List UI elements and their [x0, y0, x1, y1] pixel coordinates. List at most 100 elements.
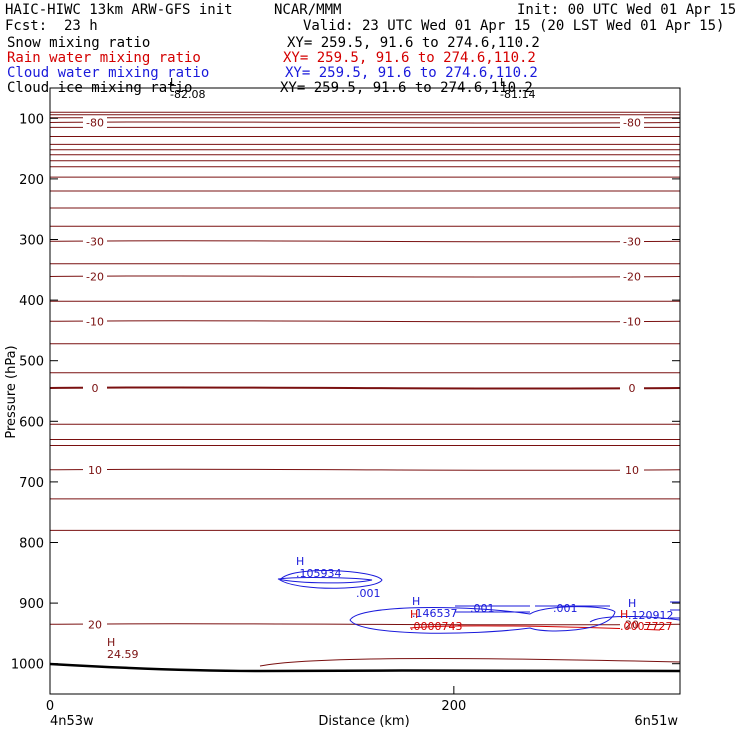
cloud-water-contour-label: .001: [356, 587, 381, 600]
label-bg: [83, 235, 107, 248]
isotherm-10-line: [49, 468, 681, 471]
isotherm-line-21: [49, 498, 681, 500]
y-tick-label: 1000: [11, 658, 44, 673]
isotherm-20-line: [49, 623, 681, 626]
isotherm-label-10: 10: [625, 464, 639, 477]
extremum-value: 24.59: [107, 648, 139, 661]
label-bg: [620, 116, 644, 129]
isotherm-line-11: [49, 190, 681, 192]
y-tick-label: 200: [19, 173, 44, 188]
isotherm-0-line: [49, 386, 681, 390]
x-axis-label: Distance (km): [318, 714, 409, 729]
isotherm-line-1: [49, 113, 681, 116]
isotherm-label--20: -20: [623, 270, 641, 283]
isotherm-label--80: -80: [86, 117, 104, 130]
isotherm-label--20: -20: [86, 270, 104, 283]
legend-snow-name: Snow mixing ratio: [7, 35, 151, 51]
isotherm--80-line: [49, 121, 681, 124]
legend-snow-xy: XY= 259.5, 91.6 to 274.6,110.2: [287, 35, 540, 51]
x-tick-label: 0: [46, 699, 54, 714]
cloud-water-contours: [277, 570, 681, 634]
plot-frame: [49, 87, 681, 695]
forecast-hours: 23 h: [64, 18, 98, 34]
y-tick-label: 800: [19, 537, 44, 552]
y-tick-label: 500: [19, 355, 44, 370]
y-tick-label: 100: [19, 112, 44, 127]
surface-isotherm: [259, 658, 681, 667]
extremum-L-marker: L: [170, 76, 177, 89]
isotherm-line-19: [49, 438, 681, 441]
isotherm-label--10: -10: [86, 315, 104, 328]
extremum-value: -82.08: [170, 88, 205, 101]
isotherm-line-0: [49, 111, 681, 113]
extremum-H-marker: H: [107, 636, 115, 649]
x-tick-label: 200: [441, 699, 466, 714]
extremum-value: .0000743: [410, 620, 463, 633]
isotherm-line-20: [49, 444, 681, 447]
isotherm-line-16: [49, 342, 681, 345]
x-end-label-left: 4n53w: [50, 714, 94, 729]
isotherm-line-12: [49, 207, 681, 209]
label-bg: [83, 381, 107, 394]
isotherm-line-17: [49, 372, 681, 374]
extremum-value: .120912: [628, 609, 674, 622]
terrain-line: [49, 662, 681, 673]
y-axis-label: Pressure (hPa): [4, 345, 19, 438]
extremum-value: .0007727: [620, 620, 673, 633]
legend-rain-name: Rain water mixing ratio: [7, 50, 201, 66]
forecast-label: Fcst:: [5, 18, 48, 34]
cloud-water-contour: [277, 576, 373, 584]
isotherm-line-3: [49, 126, 681, 129]
extremum-value: -81.14: [500, 88, 535, 101]
label-bg: [620, 315, 644, 328]
isotherm-line-4: [49, 135, 681, 138]
label-bg: [620, 381, 644, 394]
extremum-H-marker: H: [410, 608, 418, 621]
isotherm-line-14: [49, 262, 681, 265]
valid-time: Valid: 23 UTC Wed 01 Apr 15 (20 LST Wed …: [303, 18, 725, 34]
cloud-water-contour: [349, 606, 616, 634]
label-bg: [83, 270, 107, 283]
isotherm--20-line: [49, 275, 681, 278]
extremum-value: .105934: [296, 567, 342, 580]
label-bg: [620, 618, 644, 631]
y-tick-label: 900: [19, 597, 44, 612]
label-bg: [620, 463, 644, 476]
isotherm-line-15: [49, 300, 681, 303]
extremum-L-marker: L: [500, 76, 507, 89]
chart-title: HAIC-HIWC 13km ARW-GFS init: [5, 2, 233, 18]
label-bg: [620, 235, 644, 248]
cloud-water-contour-label: .001: [470, 602, 495, 615]
extremum-H-marker: H: [620, 608, 628, 621]
extremum-H-marker: H: [628, 597, 636, 610]
isotherm-label-0: 0: [92, 382, 99, 395]
init-time: Init: 00 UTC Wed 01 Apr 15: [517, 2, 737, 18]
isotherm-label--30: -30: [86, 235, 104, 248]
temperature-contours: [49, 111, 681, 673]
label-bg: [83, 116, 107, 129]
y-tick-label: 700: [19, 476, 44, 491]
extremum-value: .146537: [412, 607, 458, 620]
org-label: NCAR/MMM: [274, 2, 342, 18]
legend-cloudwater-name: Cloud water mixing ratio: [7, 65, 210, 81]
y-tick-label: 300: [19, 234, 44, 249]
isotherm-label-20: 20: [88, 618, 102, 631]
extremum-H-marker: H: [296, 555, 304, 568]
isotherm-label-20: 20: [625, 618, 639, 631]
isotherm--10-line: [49, 320, 681, 323]
label-bg: [83, 315, 107, 328]
isotherm-line-9: [49, 166, 681, 168]
label-bg: [83, 463, 107, 476]
isotherm-label--80: -80: [623, 117, 641, 130]
isotherm-label-0: 0: [629, 382, 636, 395]
isotherm-line-22: [49, 529, 681, 532]
cloud-water-contour: [279, 570, 383, 589]
isotherm-line-8: [49, 159, 681, 162]
isotherm-line-2: [49, 116, 681, 119]
isotherm-line-7: [49, 153, 681, 156]
y-tick-label: 400: [19, 294, 44, 309]
isotherm-line-6: [49, 149, 681, 151]
isotherm-line-10: [49, 176, 681, 178]
